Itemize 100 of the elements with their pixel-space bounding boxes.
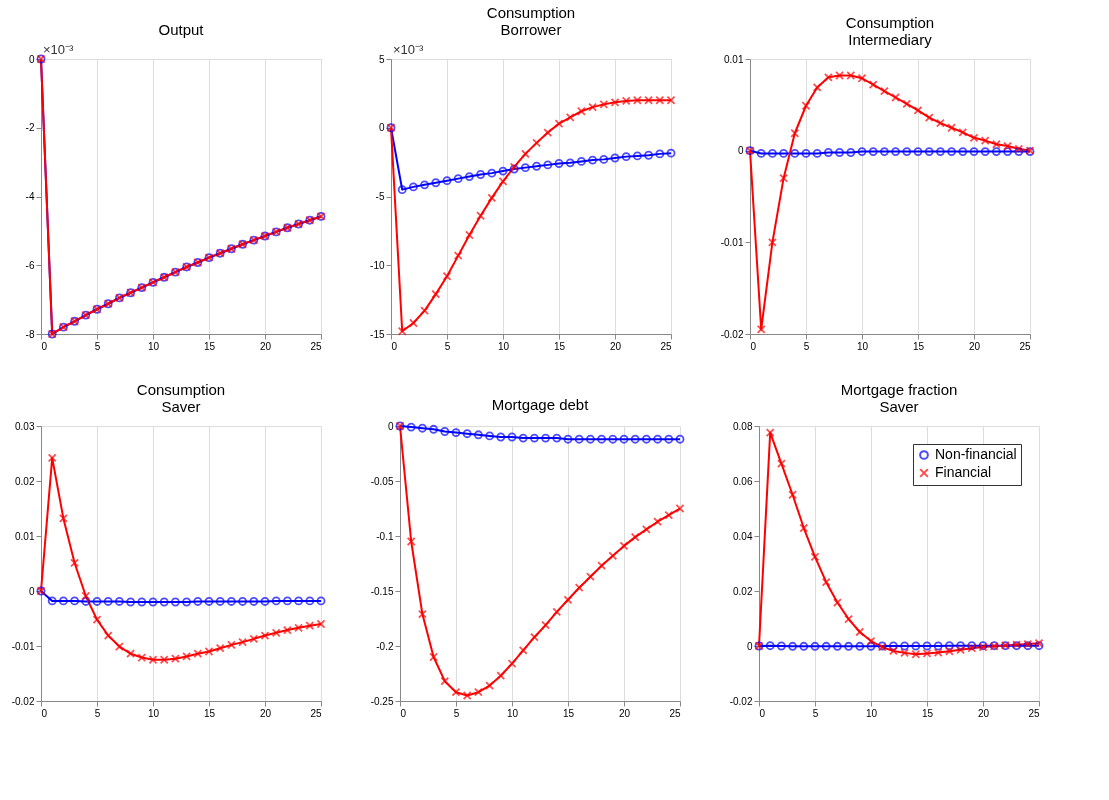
point [137, 653, 147, 662]
y-tick-label: -0.25 [370, 695, 394, 707]
point [429, 652, 439, 662]
point [565, 158, 575, 168]
point [888, 641, 898, 651]
point [588, 155, 598, 165]
point [451, 428, 461, 438]
point [543, 128, 553, 137]
point [204, 647, 214, 656]
point [958, 127, 968, 137]
point [249, 634, 259, 644]
point [563, 434, 573, 444]
point [554, 159, 564, 168]
x-tick-label: 25 [660, 340, 672, 352]
point [788, 641, 798, 651]
point [576, 157, 586, 166]
point [655, 95, 665, 105]
point [148, 655, 158, 665]
y-tick-label: -0.02 [720, 328, 744, 340]
point [844, 641, 854, 651]
point [913, 105, 923, 115]
y-tick-label: 0.02 [15, 475, 35, 487]
point [924, 113, 934, 123]
point [294, 623, 304, 633]
point [655, 149, 665, 159]
y-tick-label: -8 [25, 328, 35, 340]
y-tick-label: -0.15 [370, 585, 394, 597]
point [846, 148, 856, 157]
x-tick-label: 0 [400, 707, 407, 719]
point [835, 71, 845, 80]
legend-label: Financial [935, 464, 992, 480]
point [835, 148, 845, 157]
point [911, 641, 921, 651]
y-tick-label: 0 [28, 53, 35, 65]
x-tick-label: 25 [310, 340, 322, 352]
point [630, 434, 640, 444]
x-tick-label: 20 [968, 340, 981, 352]
y-tick-label: 0.04 [733, 530, 753, 542]
x-tick-label: 25 [310, 707, 322, 719]
point [518, 433, 528, 443]
point [520, 163, 530, 173]
point [788, 490, 798, 500]
point [1003, 141, 1013, 151]
y-tick-label: 0.02 [733, 585, 753, 597]
point [305, 621, 315, 631]
x-tick-label: 20 [618, 707, 631, 719]
point [765, 641, 775, 651]
point [126, 597, 136, 607]
point [597, 434, 607, 444]
point [420, 306, 430, 316]
point [947, 123, 957, 133]
point [799, 523, 809, 533]
x-tick-label: 20 [259, 707, 272, 719]
point [644, 95, 654, 105]
x-tick-label: 10 [506, 707, 519, 719]
point [103, 597, 113, 606]
y-tick-label: -2 [25, 122, 35, 134]
point [608, 551, 618, 561]
y-tick-label: -0.02 [11, 695, 35, 707]
x-tick-label: 20 [609, 340, 622, 352]
point [574, 434, 584, 444]
y-tick-label: 0.08 [733, 420, 753, 432]
x-tick-label: 15 [921, 707, 934, 719]
point [653, 434, 663, 444]
point [632, 95, 642, 105]
point [81, 597, 91, 606]
x-tick-label: 10 [497, 340, 510, 352]
point [58, 596, 68, 606]
y-tick-label: -10 [370, 259, 385, 271]
point [70, 558, 80, 568]
point [92, 615, 102, 625]
point [832, 641, 842, 651]
point [888, 646, 898, 656]
point [453, 251, 463, 261]
point [442, 176, 452, 186]
point [193, 597, 203, 606]
point [114, 642, 124, 651]
point [619, 434, 629, 444]
point [868, 80, 878, 90]
point [821, 641, 831, 651]
x-tick-label: 10 [856, 340, 869, 352]
x-tick-label: 15 [912, 340, 925, 352]
point [543, 160, 553, 170]
point [608, 434, 618, 444]
point [451, 687, 461, 697]
point [902, 147, 912, 157]
point [653, 517, 663, 527]
point [756, 148, 766, 158]
x-tick-label: 15 [203, 707, 216, 719]
point [473, 430, 483, 440]
point [900, 648, 910, 658]
x-tick-label: 10 [147, 340, 160, 352]
x-tick-label: 25 [1028, 707, 1040, 719]
point [585, 434, 595, 444]
x-tick-label: 20 [259, 340, 272, 352]
point [260, 631, 270, 640]
point [922, 648, 932, 658]
x-tick-label: 20 [977, 707, 990, 719]
point [563, 595, 573, 605]
point [980, 147, 990, 157]
